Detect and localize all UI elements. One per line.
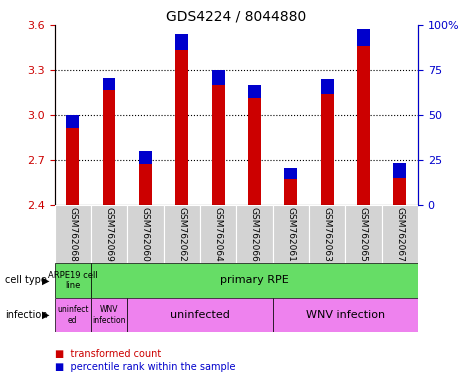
Bar xyxy=(248,85,261,205)
Text: uninfected: uninfected xyxy=(170,310,230,320)
Bar xyxy=(91,205,127,263)
Bar xyxy=(309,205,345,263)
Text: ▶: ▶ xyxy=(42,310,50,320)
Text: WNV
infection: WNV infection xyxy=(92,305,126,324)
Bar xyxy=(357,30,370,46)
Title: GDS4224 / 8044880: GDS4224 / 8044880 xyxy=(166,10,306,24)
Bar xyxy=(200,205,237,263)
Text: GSM762069: GSM762069 xyxy=(104,207,114,262)
Bar xyxy=(163,205,200,263)
Bar xyxy=(139,151,152,205)
Text: ■  percentile rank within the sample: ■ percentile rank within the sample xyxy=(55,362,235,372)
Bar xyxy=(273,298,418,332)
Text: ARPE19 cell
line: ARPE19 cell line xyxy=(48,271,98,290)
Text: ▶: ▶ xyxy=(42,275,50,285)
Text: GSM762064: GSM762064 xyxy=(214,207,223,262)
Text: uninfect
ed: uninfect ed xyxy=(57,305,88,324)
Bar xyxy=(175,34,188,50)
Text: cell type: cell type xyxy=(5,275,47,285)
Bar xyxy=(55,205,91,263)
Text: GSM762067: GSM762067 xyxy=(395,207,404,262)
Bar xyxy=(212,70,225,205)
Bar xyxy=(66,115,79,128)
Bar xyxy=(55,298,91,332)
Bar xyxy=(103,78,115,90)
Bar xyxy=(237,205,273,263)
Bar xyxy=(285,168,297,179)
Bar xyxy=(393,163,406,178)
Text: infection: infection xyxy=(5,310,47,320)
Bar xyxy=(381,205,418,263)
Text: WNV infection: WNV infection xyxy=(306,310,385,320)
Bar xyxy=(345,205,381,263)
Bar xyxy=(248,85,261,98)
Text: primary RPE: primary RPE xyxy=(220,275,289,285)
Bar xyxy=(103,78,115,205)
Bar xyxy=(55,263,91,298)
Bar xyxy=(321,79,333,94)
Bar xyxy=(357,30,370,205)
Text: GSM762063: GSM762063 xyxy=(323,207,332,262)
Bar xyxy=(139,151,152,164)
Bar xyxy=(393,163,406,205)
Text: ■  transformed count: ■ transformed count xyxy=(55,349,161,359)
Bar xyxy=(212,70,225,84)
Text: GSM762061: GSM762061 xyxy=(286,207,295,262)
Bar xyxy=(175,34,188,205)
Bar xyxy=(321,79,333,205)
Text: GSM762065: GSM762065 xyxy=(359,207,368,262)
Bar xyxy=(127,298,273,332)
Text: GSM762068: GSM762068 xyxy=(68,207,77,262)
Bar xyxy=(273,205,309,263)
Text: GSM762066: GSM762066 xyxy=(250,207,259,262)
Text: GSM762060: GSM762060 xyxy=(141,207,150,262)
Bar xyxy=(66,115,79,205)
Text: GSM762062: GSM762062 xyxy=(177,207,186,262)
Bar xyxy=(285,168,297,205)
Bar xyxy=(91,298,127,332)
Bar xyxy=(127,205,163,263)
